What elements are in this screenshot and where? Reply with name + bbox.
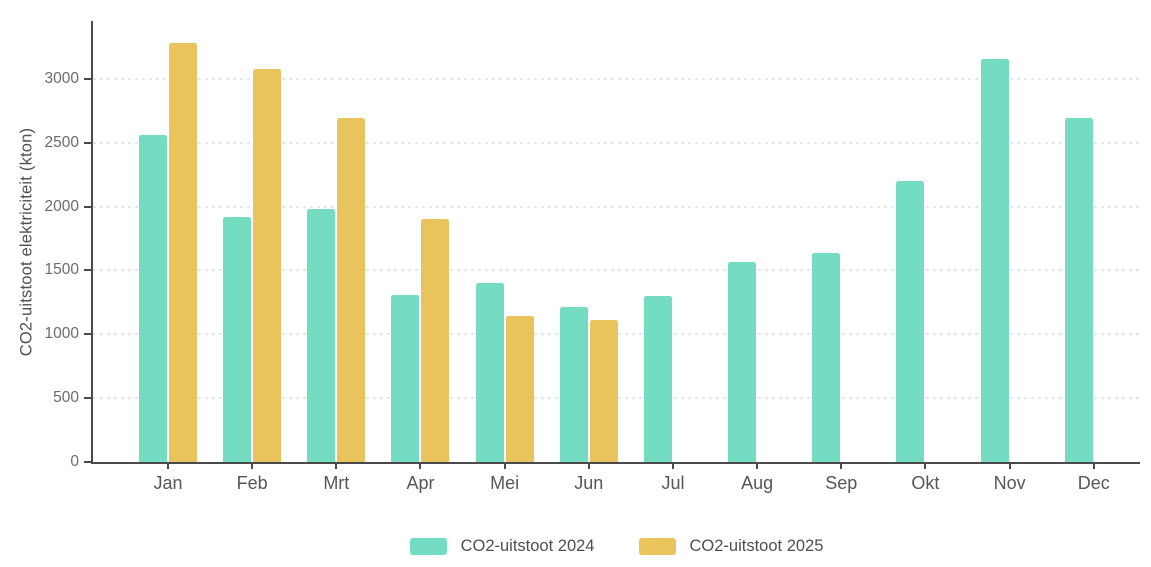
x-tick-mark-sep	[840, 462, 843, 469]
legend-swatch-2024-icon	[409, 538, 447, 555]
x-tick-label-jul: Jul	[661, 473, 685, 493]
bar-mrt-2024[interactable]	[307, 209, 336, 462]
y-axis-title: CO2-uitstoot elektriciteit (kton)	[17, 127, 36, 357]
y-tick-mark-1500	[84, 269, 91, 272]
x-tick-mark-mei	[503, 462, 506, 469]
x-tick-mark-nov	[1008, 462, 1011, 469]
x-tick-mark-aug	[756, 462, 759, 469]
y-tick-mark-1000	[84, 333, 91, 336]
x-tick-label-mei: Mei	[490, 473, 520, 493]
y-tick-label-2500: 2500	[44, 133, 79, 151]
x-tick-label-apr: Apr	[406, 473, 435, 493]
legend: CO2-uitstoot 2024 CO2-uitstoot 2025	[93, 537, 1140, 556]
y-tick-label-2000: 2000	[44, 197, 79, 215]
legend-item-2025[interactable]: CO2-uitstoot 2025	[638, 537, 824, 556]
x-tick-label-feb: Feb	[236, 473, 268, 493]
bar-jun-2024[interactable]	[559, 306, 588, 462]
y-axis-line	[91, 21, 93, 464]
x-tick-mark-jan	[167, 462, 169, 469]
bar-mei-2025[interactable]	[505, 315, 534, 462]
bar-nov-2024[interactable]	[980, 59, 1009, 462]
bar-aug-2024[interactable]	[728, 261, 757, 462]
bar-jun-2025[interactable]	[589, 319, 618, 462]
x-tick-mark-apr	[419, 462, 422, 469]
gridline-2500	[93, 141, 1140, 144]
x-tick-mark-jul	[671, 462, 674, 469]
bar-feb-2024[interactable]	[223, 216, 252, 462]
x-tick-mark-okt	[924, 462, 927, 469]
legend-label-2025: CO2-uitstoot 2025	[689, 537, 824, 555]
bar-dec-2024[interactable]	[1064, 118, 1093, 462]
x-tick-label-nov: Nov	[993, 473, 1026, 493]
x-tick-label-mrt: Mrt	[323, 473, 350, 493]
x-tick-mark-mrt	[335, 462, 338, 469]
bar-apr-2025[interactable]	[421, 219, 450, 462]
plot-area: 0 500 1000 1500 2000 2500 3000 Jan Feb Mrt Apr Mei J…	[45, 15, 1140, 493]
x-tick-label-dec: Dec	[1077, 473, 1110, 493]
x-tick-mark-dec	[1092, 462, 1095, 469]
x-tick-label-jun: Jun	[574, 473, 604, 493]
legend-swatch-2025-icon	[638, 538, 676, 555]
x-tick-label-jan: Jan	[153, 473, 183, 493]
bar-jul-2024[interactable]	[643, 295, 672, 462]
bar-mei-2024[interactable]	[475, 282, 504, 462]
y-tick-label-500: 500	[53, 389, 79, 407]
y-tick-mark-3000	[84, 77, 91, 80]
x-tick-label-sep: Sep	[825, 473, 858, 493]
x-tick-label-okt: Okt	[911, 473, 940, 493]
y-tick-label-1000: 1000	[44, 325, 79, 343]
bar-feb-2025[interactable]	[253, 68, 282, 462]
legend-label-2024: CO2-uitstoot 2024	[460, 537, 595, 555]
y-tick-label-3000: 3000	[44, 69, 79, 87]
y-tick-label-0: 0	[70, 453, 79, 470]
bar-jan-2025[interactable]	[169, 43, 197, 462]
bar-mrt-2025[interactable]	[337, 118, 366, 462]
bar-jan-2024[interactable]	[139, 135, 167, 462]
gridline-1500	[93, 269, 1140, 272]
x-tick-mark-jun	[587, 462, 590, 469]
y-tick-mark-0	[84, 461, 91, 463]
bar-apr-2024[interactable]	[391, 294, 420, 462]
y-tick-label-1500: 1500	[44, 261, 79, 279]
y-tick-mark-500	[84, 397, 91, 400]
legend-item-2024[interactable]: CO2-uitstoot 2024	[409, 537, 595, 556]
y-tick-mark-2000	[84, 205, 91, 208]
x-tick-mark-feb	[251, 462, 254, 469]
x-axis-line	[91, 462, 1140, 464]
gridline-2000	[93, 205, 1140, 208]
bar-okt-2024[interactable]	[896, 181, 925, 462]
gridline-3000	[93, 77, 1140, 80]
bar-sep-2024[interactable]	[812, 252, 841, 462]
y-tick-mark-2500	[84, 141, 91, 144]
x-tick-label-aug: Aug	[741, 473, 774, 493]
